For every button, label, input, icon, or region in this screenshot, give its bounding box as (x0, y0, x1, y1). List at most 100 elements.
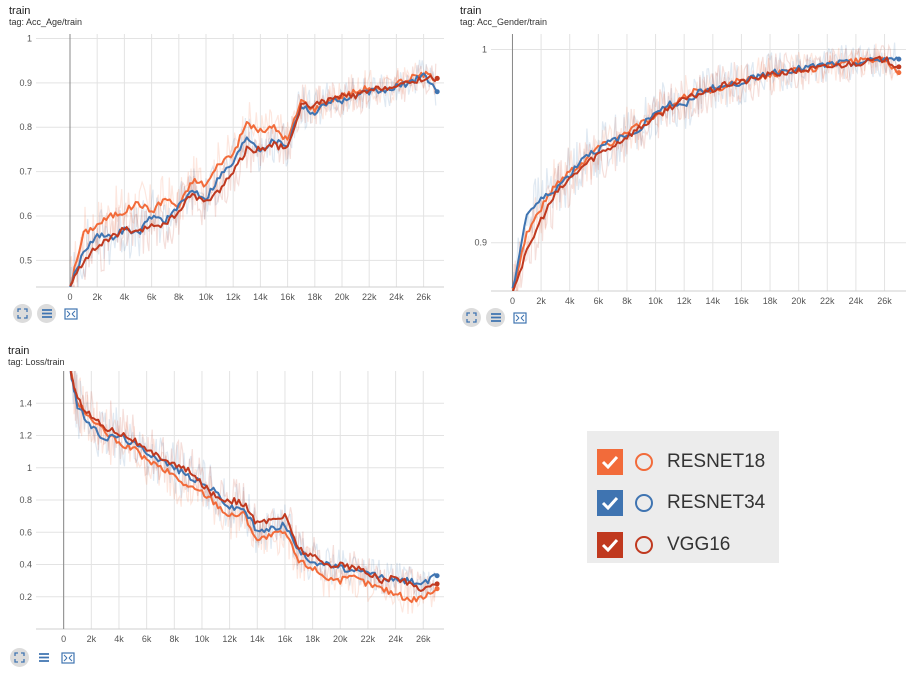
raw-trace-resnet18 (512, 43, 898, 291)
x-tick-label: 22k (820, 296, 835, 306)
chart-legend: RESNET18 RESNET34 VGG16 (587, 431, 779, 563)
circle-marker-icon (635, 494, 653, 512)
circle-marker-icon (635, 536, 653, 554)
checkbox-checked-icon[interactable] (597, 490, 623, 516)
series-endpoint-vgg16 (434, 581, 440, 587)
checkbox-checked-icon[interactable] (597, 532, 623, 558)
chart-panel-acc-gender: train tag: Acc_Gender/train 0 2k 4k 6k 8k 10k… (455, 0, 912, 330)
x-tick-label: 6k (142, 634, 152, 644)
chart-title: train (8, 345, 30, 357)
x-tick-label: 10k (195, 634, 210, 644)
raw-trace-vgg16 (69, 63, 437, 287)
series-endpoint-resnet34 (896, 56, 902, 62)
raw-trace-resnet34 (71, 371, 437, 600)
x-tick-label: 26k (877, 296, 892, 306)
series-line-resnet18 (69, 371, 438, 604)
y-tick-label: 0.6 (19, 527, 32, 537)
x-tick-label: 4k (565, 296, 575, 306)
x-tick-label: 10k (648, 296, 663, 306)
legend-item-resnet18[interactable]: RESNET18 (597, 447, 765, 477)
toggle-log-icon[interactable] (486, 308, 505, 327)
x-tick-label: 8k (622, 296, 632, 306)
x-tick-label: 14k (706, 296, 721, 306)
x-tick-label: 18k (308, 292, 323, 302)
checkbox-checked-icon[interactable] (597, 449, 623, 475)
series-line-vgg16 (69, 74, 438, 287)
y-tick-label: 0.8 (19, 122, 32, 132)
x-tick-label: 16k (280, 292, 295, 302)
y-tick-label: 1 (482, 44, 487, 54)
x-tick-label: 18k (305, 634, 320, 644)
chart-panel-acc-age: train tag: Acc_Age/train 0 2k 4k 6k 8k 10k 12k… (0, 0, 450, 330)
y-tick-label: 0.2 (19, 592, 32, 602)
y-tick-label: 0.8 (19, 495, 32, 505)
series-endpoint-resnet18 (896, 70, 902, 76)
download-icon[interactable] (61, 304, 80, 323)
x-tick-label: 14k (253, 292, 268, 302)
chart-title: train (9, 5, 31, 17)
chart-toolbar (462, 308, 529, 327)
fit-domain-icon[interactable] (13, 304, 32, 323)
y-tick-label: 1 (27, 463, 32, 473)
plot-area (69, 59, 439, 287)
series-line-resnet34 (69, 72, 439, 287)
acc-gender-chart[interactable]: 0 2k 4k 6k 8k 10k 12k 14k 16k 18k 20k 22k 24k 26k 0.9 1 (455, 0, 912, 310)
x-tick-label: 8k (170, 634, 180, 644)
x-tick-label: 0 (67, 292, 72, 302)
x-tick-label: 2k (92, 292, 102, 302)
series-endpoint-resnet18 (434, 586, 440, 592)
chart-tag: tag: Loss/train (8, 357, 65, 367)
download-icon[interactable] (510, 308, 529, 327)
legend-item-vgg16[interactable]: VGG16 (597, 530, 730, 560)
x-tick-label: 20k (791, 296, 806, 306)
plot-area (69, 371, 438, 615)
toggle-log-icon[interactable] (37, 304, 56, 323)
series-endpoint-resnet34 (434, 89, 440, 95)
raw-trace-resnet18 (69, 62, 437, 287)
series-line-vgg16 (512, 55, 899, 291)
y-tick-label: 0.9 (19, 78, 32, 88)
y-tick-label: 1.2 (19, 431, 32, 441)
y-tick-label: 0.5 (19, 255, 32, 265)
series-line-resnet18 (69, 70, 438, 287)
x-tick-label: 22k (361, 634, 376, 644)
x-tick-label: 10k (199, 292, 214, 302)
legend-item-resnet34[interactable]: RESNET34 (597, 488, 765, 518)
x-tick-label: 20k (333, 634, 348, 644)
x-tick-label: 24k (388, 634, 403, 644)
x-tick-label: 2k (536, 296, 546, 306)
x-tick-label: 26k (416, 634, 431, 644)
x-tick-label: 4k (114, 634, 124, 644)
x-tick-label: 14k (250, 634, 265, 644)
fit-domain-icon[interactable] (10, 648, 29, 667)
loss-chart[interactable]: 0 2k 4k 6k 8k 10k 12k 14k 16k 18k 20k 22k 24k 26k 0.2 0… (0, 343, 450, 648)
chart-title: train (460, 5, 482, 17)
chart-toolbar (10, 648, 77, 667)
plot-area (511, 42, 900, 291)
x-tick-label: 12k (222, 634, 237, 644)
y-tick-label: 0.9 (474, 238, 487, 248)
legend-label: RESNET34 (667, 492, 766, 513)
x-tick-label: 24k (389, 292, 404, 302)
x-tick-label: 6k (147, 292, 157, 302)
toggle-log-icon[interactable] (34, 648, 53, 667)
raw-trace-resnet18 (70, 371, 437, 615)
x-tick-label: 16k (734, 296, 749, 306)
chart-panel-loss: train tag: Loss/train 0 2k 4k 6k 8k 10k 12k 14k… (0, 343, 450, 674)
x-tick-label: 2k (87, 634, 97, 644)
circle-marker-icon (635, 453, 653, 471)
chart-toolbar (13, 304, 80, 323)
fit-domain-icon[interactable] (462, 308, 481, 327)
download-icon[interactable] (58, 648, 77, 667)
legend-label: VGG16 (667, 534, 731, 555)
chart-tag: tag: Acc_Gender/train (460, 17, 548, 27)
series-line-vgg16 (69, 371, 438, 592)
raw-trace-resnet34 (70, 59, 437, 287)
x-tick-label: 4k (120, 292, 130, 302)
series-endpoint-vgg16 (896, 64, 902, 70)
x-tick-label: 12k (226, 292, 241, 302)
acc-age-chart[interactable]: 0 2k 4k 6k 8k 10k 12k 14k 16k 18k 20k 22k 24k 26k 0.5 0… (0, 0, 450, 310)
raw-trace-vgg16 (70, 371, 437, 598)
x-tick-label: 0 (61, 634, 66, 644)
x-tick-label: 22k (362, 292, 377, 302)
